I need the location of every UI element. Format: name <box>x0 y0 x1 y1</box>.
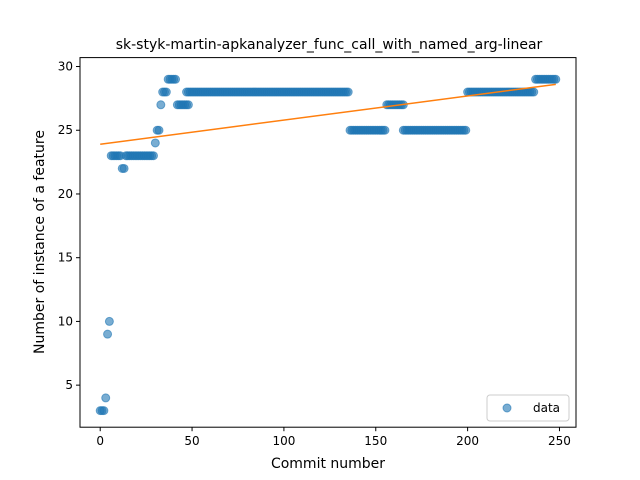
data-point <box>551 74 561 84</box>
legend-label: data <box>533 401 560 415</box>
data-point <box>119 163 129 173</box>
x-tick-label: 0 <box>96 434 104 448</box>
plot-frame <box>79 57 577 428</box>
trend-line-group <box>100 83 556 146</box>
x-tick-label: 50 <box>184 434 199 448</box>
data-point <box>104 316 114 326</box>
data-point <box>380 125 390 135</box>
data-point <box>150 138 160 148</box>
data-points <box>95 74 561 416</box>
y-tick-label: 25 <box>58 123 73 137</box>
trend-line <box>100 83 556 146</box>
x-tick-label: 150 <box>364 434 387 448</box>
chart-title: sk-styk-martin-apkanalyzer_func_call_wit… <box>116 37 543 53</box>
y-axis-label: Number of instance of a feature <box>32 130 48 354</box>
legend: data <box>486 394 570 422</box>
y-tick-label: 10 <box>58 314 73 328</box>
y-tick-label: 30 <box>58 60 73 74</box>
legend-box <box>486 394 570 422</box>
x-tick-label: 200 <box>456 434 479 448</box>
data-point <box>103 329 113 339</box>
y-tick-label: 20 <box>58 187 73 201</box>
legend-marker <box>502 403 512 413</box>
y-axis-ticks: 5 10 15 20 25 30 <box>58 60 80 392</box>
data-point <box>101 393 111 403</box>
x-axis-ticks: 0 50 100 150 200 250 <box>96 427 571 448</box>
data-point <box>161 87 171 97</box>
data-point <box>171 74 181 84</box>
data-point <box>156 100 166 110</box>
x-axis-label: Commit number <box>271 456 385 472</box>
x-tick-label: 100 <box>272 434 295 448</box>
data-point <box>99 406 109 416</box>
x-tick-label: 250 <box>548 434 571 448</box>
data-point <box>154 125 164 135</box>
data-point <box>343 87 353 97</box>
y-tick-label: 15 <box>58 251 73 265</box>
data-point <box>461 125 471 135</box>
data-point <box>183 100 193 110</box>
data-point <box>148 151 158 161</box>
data-point <box>529 87 539 97</box>
y-tick-label: 5 <box>65 378 73 392</box>
